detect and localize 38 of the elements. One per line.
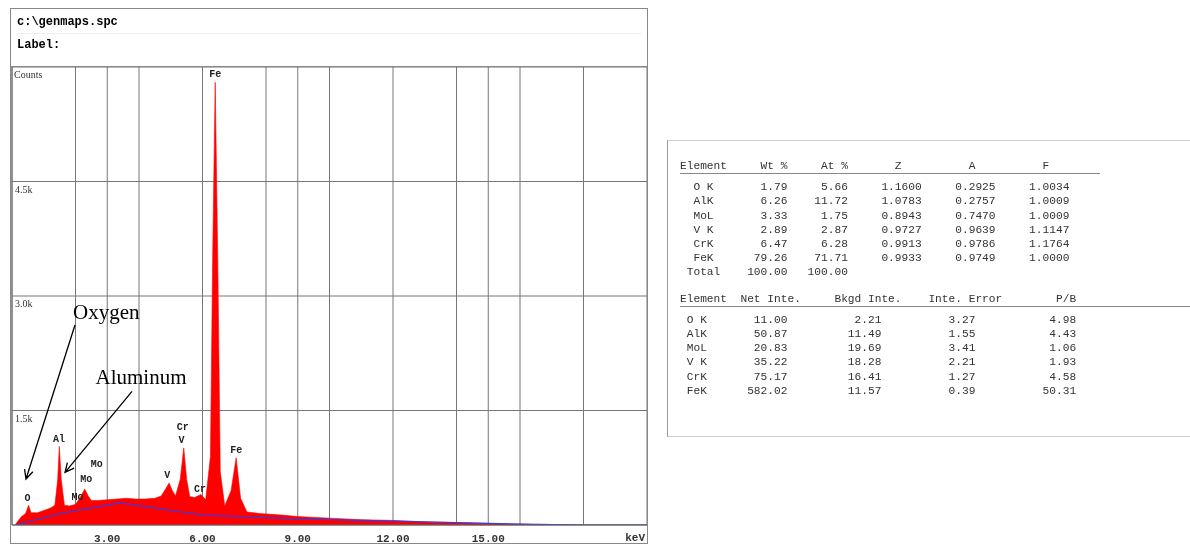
x-tick-label: 12.00 [376,533,410,545]
annotation: Aluminum [95,365,187,390]
annotation: O [24,492,31,504]
text: AlK 6.26 11.72 1.0783 0.2757 1.0009 [692,194,1071,209]
x-tick-label: 3.00 [94,533,121,545]
y-tick-label: 3.0k [15,298,33,309]
text: MoL 20.83 19.69 3.41 1.06 [685,341,1078,356]
text: MoL 3.33 1.75 0.8943 0.7470 1.0009 [692,208,1071,223]
text: Element Wt % At % Z A F [680,159,1100,175]
annotation: Fe [230,445,243,457]
x-tick-label: 9.00 [284,533,311,545]
text: AlK 50.87 11.49 1.55 4.43 [685,327,1078,342]
x-axis-title: keV [625,532,646,544]
text: O K 1.79 5.66 1.1600 0.2925 1.0034 [692,180,1071,195]
text: O K 11.00 2.21 3.27 4.98 [685,312,1078,328]
text: FeK 582.02 11.57 0.39 50.31 [685,383,1078,399]
annotation: Mo [90,459,103,471]
x-tick-label: 6.00 [189,533,216,545]
text: Element Net Inte. Bkgd Inte. Inte. Error P/B [680,291,1190,307]
annotation: Oxygen [73,300,140,324]
text: CrK 6.47 6.28 0.9913 0.9786 1.1764 [692,237,1071,252]
annotation: V [178,434,185,446]
annotation: Fe [209,68,222,80]
y-tick-label: 4.5k [15,183,33,195]
text: FeK 79.26 71.71 0.9933 0.9749 1.0000 [692,251,1071,266]
y-axis-title: Counts [14,69,43,80]
annotation: Al [52,433,65,445]
text: CrK 75.17 16.41 1.27 4.58 [685,369,1078,384]
chart-subtitle: Label: [17,37,62,52]
annotation: Cr [176,421,189,433]
text: Total 100.00 100.00 [685,265,849,280]
annotation: V [164,469,171,481]
chart-title: c:\genmaps.spc [17,15,641,34]
x-tick-label: 15.00 [471,533,505,545]
text: V K 35.22 18.28 2.21 1.93 [685,355,1078,370]
text: V K 2.89 2.87 0.9727 0.9639 1.1147 [692,222,1071,238]
annotation: Mo [80,474,93,486]
y-tick-label: 1.5k [15,412,33,424]
